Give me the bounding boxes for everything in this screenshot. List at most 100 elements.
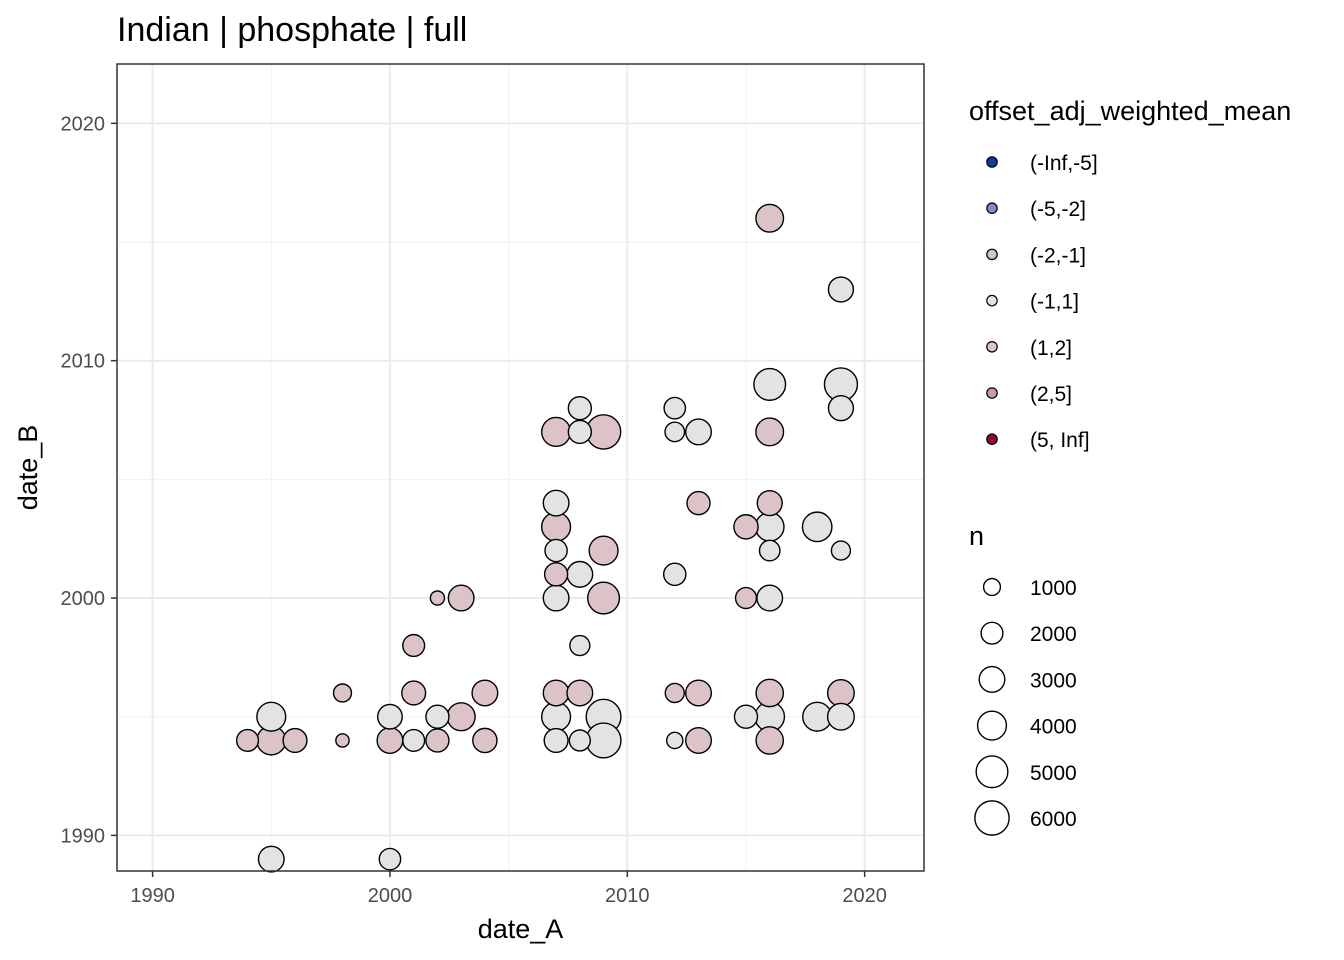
data-point <box>662 562 687 587</box>
legend-key-size <box>978 665 1006 693</box>
data-point <box>447 584 475 612</box>
data-point <box>664 682 685 704</box>
color-legend: (-Inf,-5] (-5,-2] (-2,-1] (-1,1] (1,2] (2,5] (… <box>986 152 1098 452</box>
legend-label-color: (-1,1] <box>1030 291 1079 314</box>
data-point <box>587 581 621 615</box>
data-point <box>257 845 285 873</box>
data-point <box>429 590 446 606</box>
data-point <box>567 419 593 445</box>
data-point <box>758 539 781 562</box>
data-point <box>402 633 426 658</box>
data-point <box>332 683 353 703</box>
data-point <box>544 538 568 563</box>
data-point <box>685 418 713 446</box>
legend-key-color <box>986 156 998 168</box>
data-point <box>588 535 619 566</box>
data-point <box>335 733 350 748</box>
data-point <box>685 679 713 707</box>
data-point <box>733 514 759 540</box>
y-tick-label: 2000 <box>61 588 106 610</box>
data-point <box>830 540 852 561</box>
legend-key-color <box>986 248 998 261</box>
y-tick-label: 2020 <box>61 113 106 135</box>
data-point <box>256 701 287 732</box>
size-legend: 1000 2000 3000 4000 5000 6000 <box>974 577 1077 836</box>
data-point <box>543 727 569 754</box>
legend-label-color: (-5,-2] <box>1030 198 1086 221</box>
y-tick-label: 1990 <box>61 825 106 847</box>
legend-key-size <box>974 800 1010 836</box>
plot-border <box>116 63 925 872</box>
y-axis: 1990 2000 2010 2020 <box>61 113 117 847</box>
data-point <box>540 701 572 732</box>
legend-key-color <box>986 202 998 214</box>
legend-key-color <box>986 433 998 445</box>
data-point <box>376 726 404 754</box>
data-point <box>542 679 570 707</box>
x-tick-label: 2000 <box>368 885 413 907</box>
legend-label-size: 2000 <box>1030 623 1077 646</box>
data-point <box>567 395 593 421</box>
data-point <box>755 678 785 708</box>
data-point <box>663 396 687 420</box>
legend-label-size: 4000 <box>1030 716 1077 739</box>
data-point <box>540 416 572 448</box>
data-point <box>754 511 785 542</box>
legend-key-size <box>975 755 1009 789</box>
data-point <box>756 584 784 612</box>
data-point <box>585 722 622 759</box>
data-point <box>664 421 686 443</box>
data-point <box>471 679 499 707</box>
legend-label-color: (5, Inf] <box>1030 429 1090 452</box>
data-points <box>235 203 859 873</box>
data-point <box>826 678 855 707</box>
data-point <box>826 702 855 731</box>
data-point <box>566 560 594 588</box>
legend-key-color <box>986 340 998 353</box>
legend-label-color: (2,5] <box>1030 383 1072 406</box>
data-point <box>402 728 426 753</box>
legend-label-color: (-2,-1] <box>1030 244 1086 267</box>
data-point <box>568 729 591 752</box>
data-point <box>753 367 787 401</box>
legend-key-size <box>980 621 1004 645</box>
legend-label-size: 6000 <box>1030 808 1077 831</box>
data-point <box>566 679 594 707</box>
data-point <box>446 702 476 732</box>
data-point <box>543 562 569 587</box>
legend-label-size: 3000 <box>1030 669 1077 692</box>
data-point <box>756 489 783 517</box>
x-tick-label: 2020 <box>842 885 887 907</box>
legend-key-color <box>986 387 998 399</box>
data-point <box>282 727 308 754</box>
data-point <box>755 417 785 447</box>
data-point <box>235 728 260 753</box>
legend-label-color: (-Inf,-5] <box>1030 152 1098 175</box>
data-point <box>376 703 403 730</box>
data-point <box>542 489 570 517</box>
legend-key-size <box>976 710 1008 741</box>
data-point <box>755 203 785 233</box>
data-point <box>569 634 591 657</box>
data-point <box>827 276 855 303</box>
y-tick-label: 2010 <box>61 351 106 373</box>
data-point <box>686 490 711 516</box>
data-point <box>685 726 713 754</box>
plot-panel <box>117 64 924 871</box>
y-axis-title: date_B <box>13 425 43 511</box>
data-point <box>425 728 450 753</box>
data-point <box>733 704 759 729</box>
color-legend-title: offset_adj_weighted_mean <box>969 96 1291 126</box>
x-tick-label: 2010 <box>605 885 650 907</box>
data-point <box>755 726 785 755</box>
data-point <box>378 847 402 871</box>
data-point <box>401 680 427 706</box>
legend-label-size: 5000 <box>1030 762 1077 785</box>
legend-label-size: 1000 <box>1030 577 1077 600</box>
x-tick-label: 1990 <box>130 885 175 907</box>
legend-label-color: (1,2] <box>1030 337 1072 360</box>
grid-major <box>117 64 924 871</box>
data-point <box>665 731 684 750</box>
data-point <box>734 586 758 610</box>
